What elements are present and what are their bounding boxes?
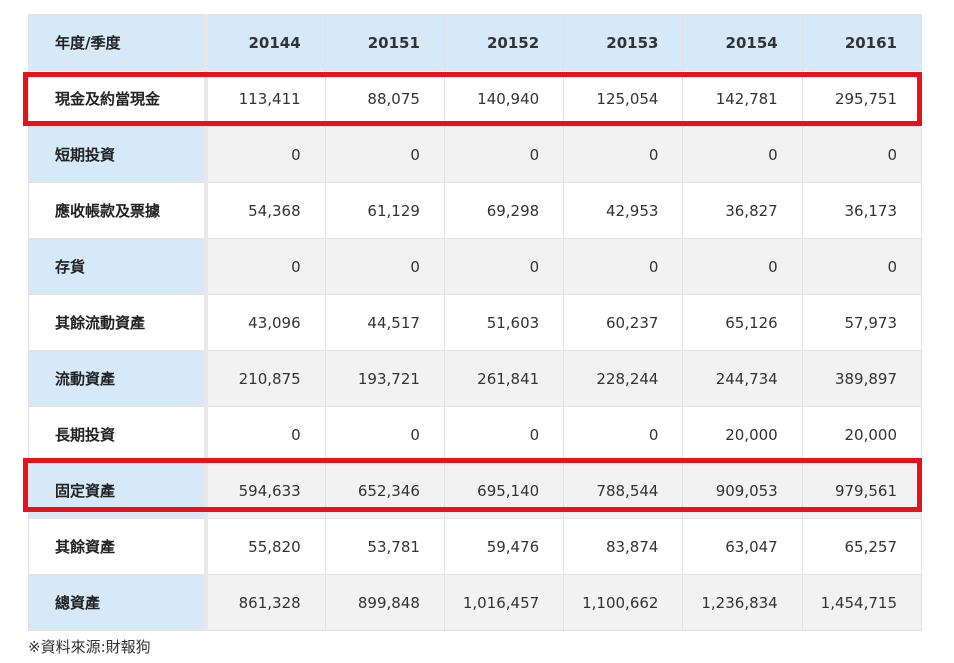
table-cell: 43,096 bbox=[205, 294, 326, 351]
table-cell: 142,781 bbox=[682, 70, 803, 127]
table-cell: 0 bbox=[205, 406, 326, 463]
header-period: 20161 bbox=[801, 14, 923, 71]
table-cell: 55,820 bbox=[205, 518, 326, 575]
table-cell: 20,000 bbox=[801, 406, 923, 463]
header-period: 20154 bbox=[682, 14, 803, 71]
table-cell: 53,781 bbox=[324, 518, 445, 575]
row-label: 長期投資 bbox=[27, 406, 208, 463]
table-cell: 0 bbox=[682, 238, 803, 295]
header-label: 年度/季度 bbox=[27, 14, 208, 71]
header-period: 20144 bbox=[205, 14, 326, 71]
table-row: 其餘流動資產 43,096 44,517 51,603 60,237 65,12… bbox=[27, 294, 923, 351]
table-row: 其餘資產 55,820 53,781 59,476 83,874 63,047 … bbox=[27, 518, 923, 575]
table-cell: 59,476 bbox=[443, 518, 565, 575]
table-row: 現金及約當現金 113,411 88,075 140,940 125,054 1… bbox=[27, 70, 923, 127]
table-cell: 0 bbox=[563, 406, 684, 463]
table-row: 流動資產 210,875 193,721 261,841 228,244 244… bbox=[27, 350, 923, 407]
table-cell: 228,244 bbox=[563, 350, 684, 407]
table-cell: 69,298 bbox=[443, 182, 565, 239]
table-cell: 0 bbox=[443, 238, 565, 295]
table-cell: 113,411 bbox=[205, 70, 326, 127]
row-label: 其餘流動資產 bbox=[27, 294, 208, 351]
table-cell: 0 bbox=[563, 238, 684, 295]
table-row: 固定資產 594,633 652,346 695,140 788,544 909… bbox=[27, 462, 923, 519]
table-cell: 60,237 bbox=[563, 294, 684, 351]
header-period: 20153 bbox=[563, 14, 684, 71]
table-row: 存貨 0 0 0 0 0 0 bbox=[27, 238, 923, 295]
table-cell: 861,328 bbox=[205, 574, 326, 631]
table-cell: 979,561 bbox=[801, 462, 923, 519]
table-header-row: 年度/季度 20144 20151 20152 20153 20154 2016… bbox=[27, 14, 923, 71]
table-cell: 63,047 bbox=[682, 518, 803, 575]
table-cell: 57,973 bbox=[801, 294, 923, 351]
table-row: 總資產 861,328 899,848 1,016,457 1,100,662 … bbox=[27, 574, 923, 631]
row-label: 其餘資產 bbox=[27, 518, 208, 575]
table-cell: 0 bbox=[801, 238, 923, 295]
header-period: 20152 bbox=[443, 14, 565, 71]
table-cell: 36,827 bbox=[682, 182, 803, 239]
table-row: 長期投資 0 0 0 0 20,000 20,000 bbox=[27, 406, 923, 463]
table-cell: 54,368 bbox=[205, 182, 326, 239]
table-cell: 36,173 bbox=[801, 182, 923, 239]
table-cell: 0 bbox=[324, 126, 445, 183]
row-label: 現金及約當現金 bbox=[27, 70, 208, 127]
table-cell: 42,953 bbox=[563, 182, 684, 239]
table-cell: 51,603 bbox=[443, 294, 565, 351]
table-cell: 0 bbox=[324, 238, 445, 295]
table-cell: 1,454,715 bbox=[801, 574, 923, 631]
row-label: 短期投資 bbox=[27, 126, 208, 183]
table-cell: 0 bbox=[801, 126, 923, 183]
table-cell: 1,236,834 bbox=[682, 574, 803, 631]
table-cell: 389,897 bbox=[801, 350, 923, 407]
table-cell: 244,734 bbox=[682, 350, 803, 407]
table-cell: 0 bbox=[205, 126, 326, 183]
table-row: 應收帳款及票據 54,368 61,129 69,298 42,953 36,8… bbox=[27, 182, 923, 239]
table-cell: 0 bbox=[682, 126, 803, 183]
table-cell: 65,126 bbox=[682, 294, 803, 351]
row-label: 總資產 bbox=[27, 574, 208, 631]
table-cell: 0 bbox=[324, 406, 445, 463]
row-label: 流動資產 bbox=[27, 350, 208, 407]
table-cell: 61,129 bbox=[324, 182, 445, 239]
table-cell: 0 bbox=[443, 406, 565, 463]
table-cell: 83,874 bbox=[563, 518, 684, 575]
table-cell: 210,875 bbox=[205, 350, 326, 407]
table-cell: 1,016,457 bbox=[443, 574, 565, 631]
table-cell: 193,721 bbox=[324, 350, 445, 407]
table-cell: 695,140 bbox=[443, 462, 565, 519]
table-cell: 0 bbox=[563, 126, 684, 183]
table-cell: 140,940 bbox=[443, 70, 565, 127]
table-cell: 909,053 bbox=[682, 462, 803, 519]
table-cell: 125,054 bbox=[563, 70, 684, 127]
table-cell: 44,517 bbox=[324, 294, 445, 351]
table-cell: 0 bbox=[205, 238, 326, 295]
row-label: 存貨 bbox=[27, 238, 208, 295]
row-label: 應收帳款及票據 bbox=[27, 182, 208, 239]
header-period: 20151 bbox=[324, 14, 445, 71]
table-cell: 1,100,662 bbox=[563, 574, 684, 631]
table-row: 短期投資 0 0 0 0 0 0 bbox=[27, 126, 923, 183]
table-cell: 88,075 bbox=[324, 70, 445, 127]
table-cell: 65,257 bbox=[801, 518, 923, 575]
table-cell: 788,544 bbox=[563, 462, 684, 519]
table-cell: 899,848 bbox=[324, 574, 445, 631]
balance-sheet-table: 年度/季度 20144 20151 20152 20153 20154 2016… bbox=[27, 14, 923, 631]
table-cell: 594,633 bbox=[205, 462, 326, 519]
row-label: 固定資產 bbox=[27, 462, 208, 519]
source-note: ※資料來源:財報狗 bbox=[28, 638, 151, 656]
table-cell: 261,841 bbox=[443, 350, 565, 407]
table-cell: 295,751 bbox=[801, 70, 923, 127]
table-cell: 0 bbox=[443, 126, 565, 183]
balance-sheet-table-container: 年度/季度 20144 20151 20152 20153 20154 2016… bbox=[27, 14, 923, 631]
table-cell: 20,000 bbox=[682, 406, 803, 463]
table-cell: 652,346 bbox=[324, 462, 445, 519]
